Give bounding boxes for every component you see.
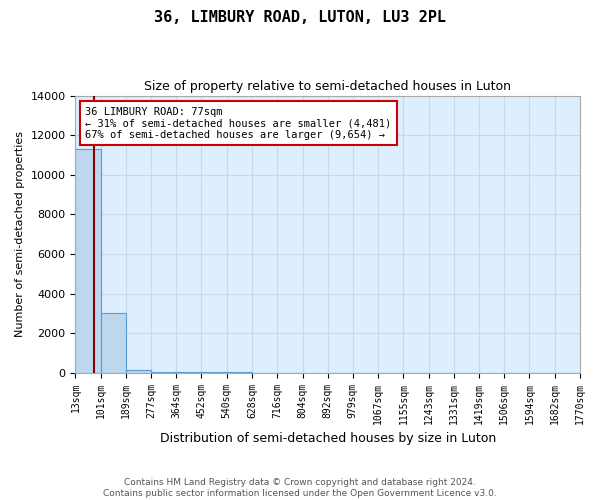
X-axis label: Distribution of semi-detached houses by size in Luton: Distribution of semi-detached houses by …	[160, 432, 496, 445]
Text: Contains HM Land Registry data © Crown copyright and database right 2024.
Contai: Contains HM Land Registry data © Crown c…	[103, 478, 497, 498]
Bar	[101, 314, 126, 373]
Bar	[126, 370, 151, 373]
Bar	[76, 149, 101, 373]
Text: 36 LIMBURY ROAD: 77sqm
← 31% of semi-detached houses are smaller (4,481)
67% of : 36 LIMBURY ROAD: 77sqm ← 31% of semi-det…	[85, 106, 392, 140]
Title: Size of property relative to semi-detached houses in Luton: Size of property relative to semi-detach…	[144, 80, 511, 93]
Bar	[151, 372, 176, 373]
Y-axis label: Number of semi-detached properties: Number of semi-detached properties	[15, 131, 25, 337]
Bar	[176, 372, 202, 373]
Text: 36, LIMBURY ROAD, LUTON, LU3 2PL: 36, LIMBURY ROAD, LUTON, LU3 2PL	[154, 10, 446, 25]
